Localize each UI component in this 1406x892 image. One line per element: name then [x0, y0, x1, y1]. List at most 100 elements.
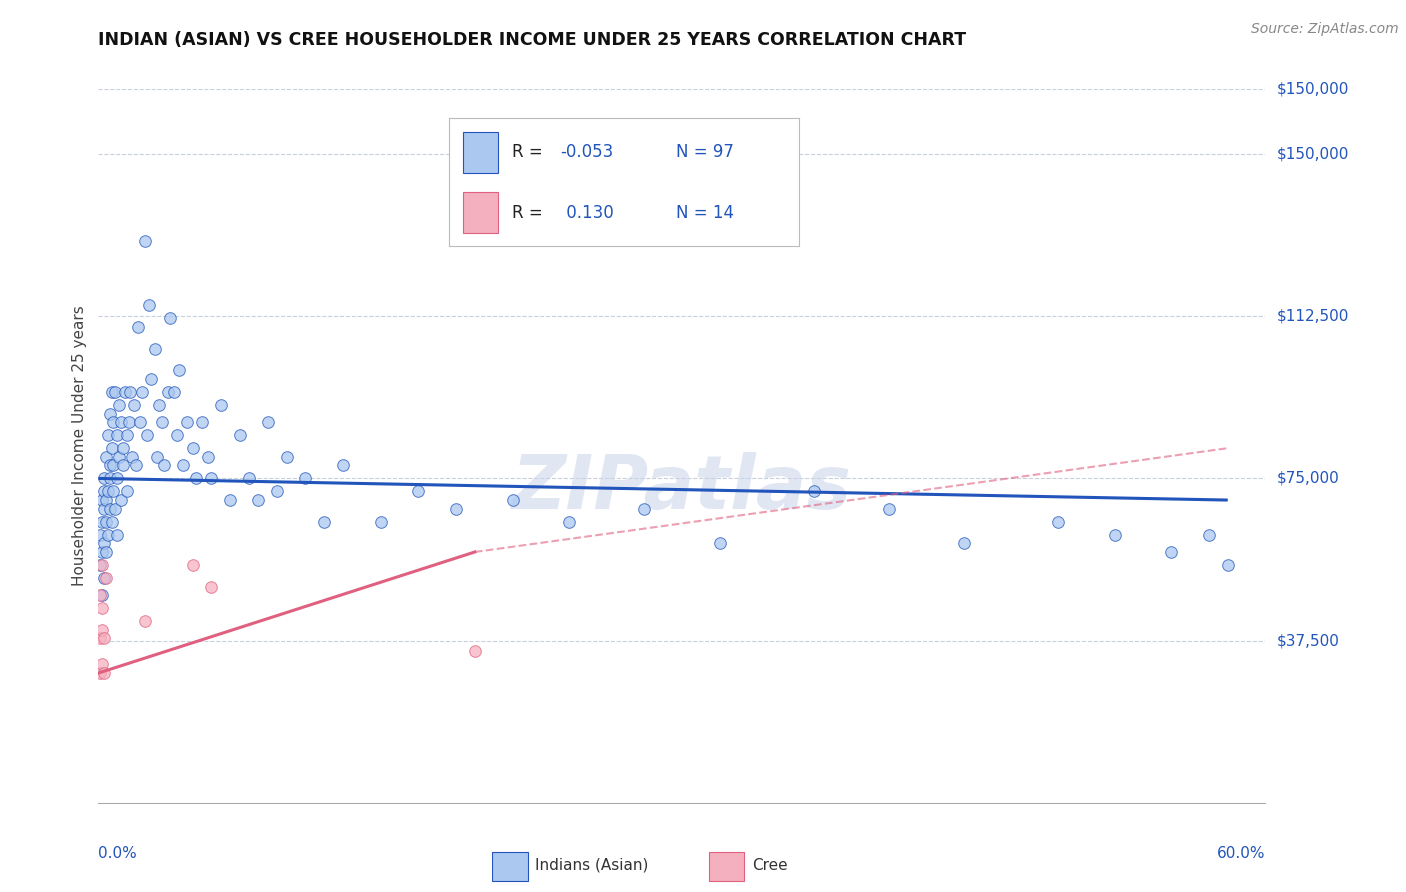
Point	[1216, 558, 1239, 572]
Text: R =: R =	[512, 203, 547, 222]
Point	[89, 632, 111, 646]
Point	[91, 588, 114, 602]
Point	[97, 428, 120, 442]
Point	[148, 398, 170, 412]
Text: Indians (Asian): Indians (Asian)	[536, 858, 648, 872]
Point	[105, 428, 128, 442]
Point	[803, 484, 825, 499]
Point	[94, 450, 117, 464]
Point	[104, 384, 127, 399]
Point	[108, 398, 131, 412]
Point	[146, 450, 169, 464]
Point	[94, 545, 117, 559]
Point	[143, 342, 166, 356]
Point	[97, 484, 120, 499]
Point	[91, 515, 114, 529]
Point	[877, 501, 900, 516]
Point	[121, 450, 143, 464]
Point	[209, 398, 232, 412]
Point	[709, 536, 731, 550]
Point	[93, 632, 115, 646]
Point	[200, 471, 222, 485]
Point	[131, 384, 153, 399]
Point	[152, 415, 174, 429]
Point	[93, 501, 115, 516]
Point	[89, 588, 111, 602]
Point	[136, 428, 159, 442]
Text: 60.0%: 60.0%	[1218, 846, 1265, 861]
Point	[111, 441, 134, 455]
Point	[91, 545, 114, 559]
Point	[91, 558, 114, 572]
Text: ZIPatlas: ZIPatlas	[512, 452, 852, 525]
Text: R =: R =	[512, 144, 547, 161]
Text: INDIAN (ASIAN) VS CREE HOUSEHOLDER INCOME UNDER 25 YEARS CORRELATION CHART: INDIAN (ASIAN) VS CREE HOUSEHOLDER INCOM…	[98, 31, 966, 49]
Point	[105, 527, 128, 541]
Point	[228, 428, 250, 442]
Y-axis label: Householder Income Under 25 years: Householder Income Under 25 years	[72, 306, 87, 586]
Point	[105, 471, 128, 485]
Bar	[709, 852, 744, 881]
Bar	[463, 193, 498, 234]
Point	[181, 441, 204, 455]
Point	[122, 398, 145, 412]
Point	[314, 515, 336, 529]
Point	[89, 558, 111, 572]
Point	[93, 471, 115, 485]
Point	[247, 493, 270, 508]
Point	[166, 428, 188, 442]
Point	[94, 571, 117, 585]
Point	[153, 458, 176, 473]
Point	[1104, 527, 1126, 541]
Point	[91, 623, 114, 637]
Text: $75,000: $75,000	[1277, 471, 1340, 486]
Point	[97, 527, 120, 541]
Point	[172, 458, 194, 473]
Text: N = 97: N = 97	[676, 144, 734, 161]
Point	[93, 484, 115, 499]
Point	[502, 493, 524, 508]
Point	[103, 415, 125, 429]
Point	[125, 458, 148, 473]
Point	[157, 384, 180, 399]
Point	[111, 458, 134, 473]
Point	[633, 501, 655, 516]
Point	[138, 298, 160, 312]
Text: $150,000: $150,000	[1277, 82, 1348, 96]
Text: $112,500: $112,500	[1277, 309, 1348, 324]
Point	[93, 571, 115, 585]
Point	[1198, 527, 1220, 541]
Point	[1047, 515, 1070, 529]
Point	[127, 320, 149, 334]
Point	[200, 580, 222, 594]
Point	[408, 484, 430, 499]
Text: Source: ZipAtlas.com: Source: ZipAtlas.com	[1251, 22, 1399, 37]
Point	[159, 311, 181, 326]
Point	[134, 234, 156, 248]
Point	[98, 458, 121, 473]
Point	[98, 407, 121, 421]
Text: -0.053: -0.053	[561, 144, 614, 161]
Bar	[463, 132, 498, 173]
Point	[953, 536, 976, 550]
Point	[117, 415, 139, 429]
Text: 0.0%: 0.0%	[98, 846, 138, 861]
Point	[128, 415, 150, 429]
Point	[558, 515, 581, 529]
Point	[100, 441, 122, 455]
Point	[444, 501, 467, 516]
Point	[114, 384, 136, 399]
Point	[176, 415, 198, 429]
Point	[91, 601, 114, 615]
Point	[464, 644, 486, 658]
Point	[276, 450, 298, 464]
Point	[163, 384, 186, 399]
Point	[266, 484, 288, 499]
Point	[1160, 545, 1182, 559]
Point	[103, 484, 125, 499]
Point	[91, 493, 114, 508]
Point	[98, 471, 121, 485]
Point	[94, 493, 117, 508]
Point	[169, 363, 191, 377]
Point	[219, 493, 242, 508]
